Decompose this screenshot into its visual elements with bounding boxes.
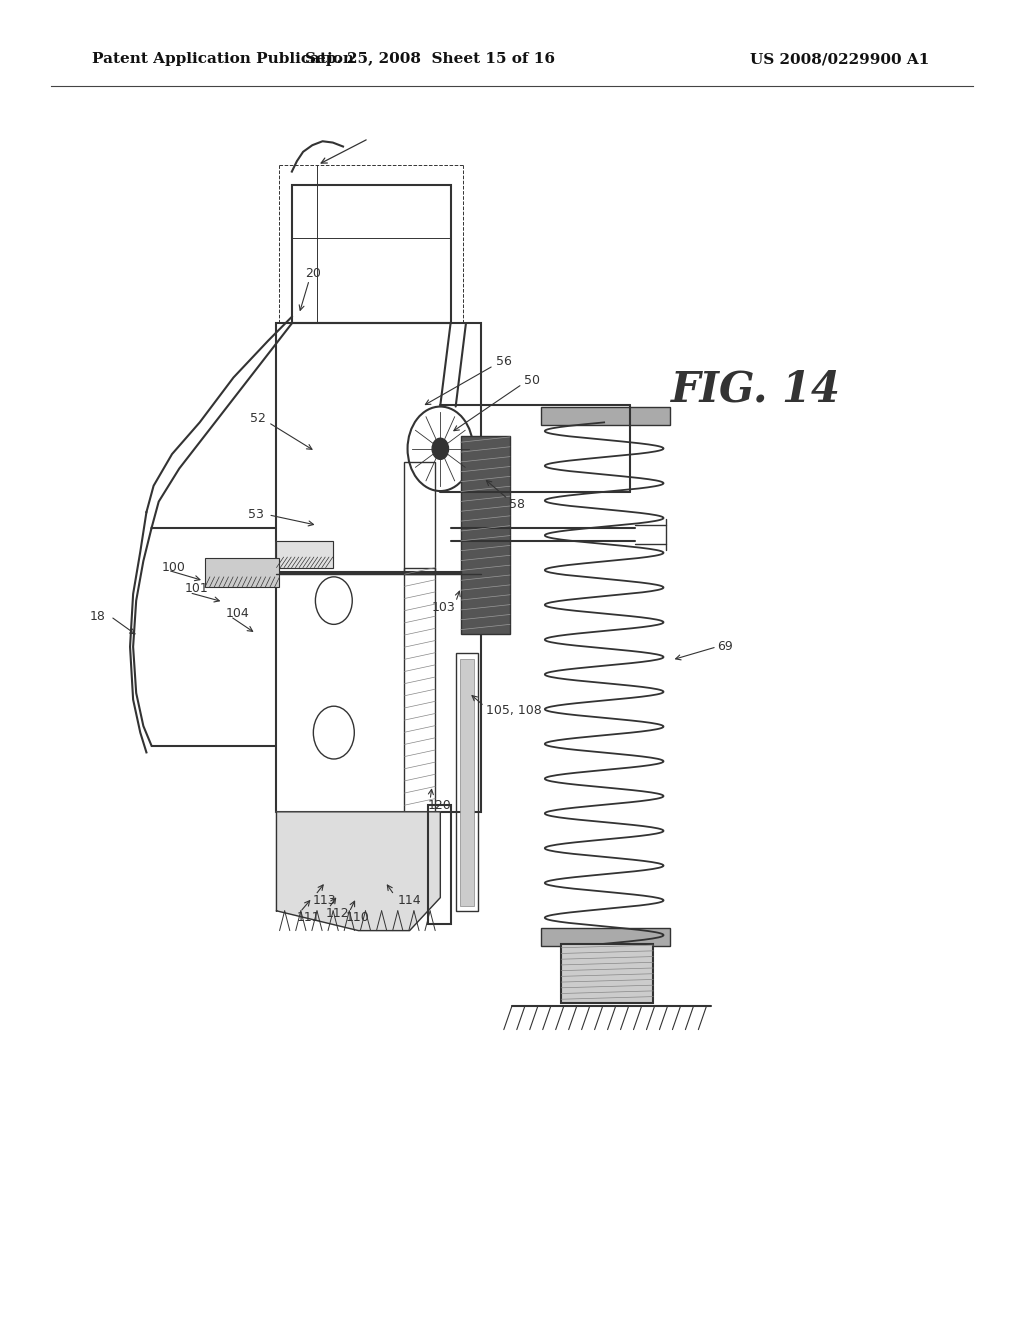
Bar bbox=[541, 407, 670, 425]
Text: 112: 112 bbox=[326, 907, 349, 920]
Text: 18: 18 bbox=[89, 610, 105, 623]
Text: 114: 114 bbox=[397, 894, 421, 907]
Text: FIG. 14: FIG. 14 bbox=[671, 368, 841, 411]
Text: 113: 113 bbox=[312, 894, 336, 907]
Text: 101: 101 bbox=[184, 582, 208, 595]
Text: 105, 108: 105, 108 bbox=[486, 704, 542, 717]
Bar bbox=[276, 323, 481, 574]
Text: 100: 100 bbox=[162, 561, 185, 574]
Text: 111: 111 bbox=[297, 911, 321, 924]
Text: 69: 69 bbox=[717, 640, 732, 653]
Text: 58: 58 bbox=[509, 498, 525, 511]
Text: 104: 104 bbox=[225, 607, 249, 620]
Text: 20: 20 bbox=[305, 267, 322, 280]
Circle shape bbox=[432, 438, 449, 459]
Bar bbox=[276, 572, 481, 812]
Bar bbox=[292, 185, 451, 323]
Text: 56: 56 bbox=[496, 355, 512, 368]
Bar bbox=[276, 541, 333, 568]
Text: Sep. 25, 2008  Sheet 15 of 16: Sep. 25, 2008 Sheet 15 of 16 bbox=[305, 53, 555, 66]
Text: 120: 120 bbox=[428, 799, 452, 812]
Polygon shape bbox=[276, 541, 333, 568]
Text: 103: 103 bbox=[432, 601, 456, 614]
Bar bbox=[404, 462, 435, 574]
Bar bbox=[460, 659, 474, 906]
Text: US 2008/0229900 A1: US 2008/0229900 A1 bbox=[750, 53, 930, 66]
Bar bbox=[428, 805, 451, 924]
Text: 110: 110 bbox=[346, 911, 370, 924]
Text: 50: 50 bbox=[524, 374, 541, 387]
Text: 52: 52 bbox=[250, 412, 266, 425]
Bar bbox=[461, 436, 510, 634]
Bar bbox=[205, 558, 279, 587]
Text: 53: 53 bbox=[248, 508, 264, 521]
Bar bbox=[456, 653, 478, 911]
Text: Patent Application Publication: Patent Application Publication bbox=[92, 53, 354, 66]
Bar bbox=[541, 928, 670, 946]
Bar bbox=[404, 568, 435, 812]
Polygon shape bbox=[276, 812, 440, 931]
Bar bbox=[561, 944, 653, 1003]
